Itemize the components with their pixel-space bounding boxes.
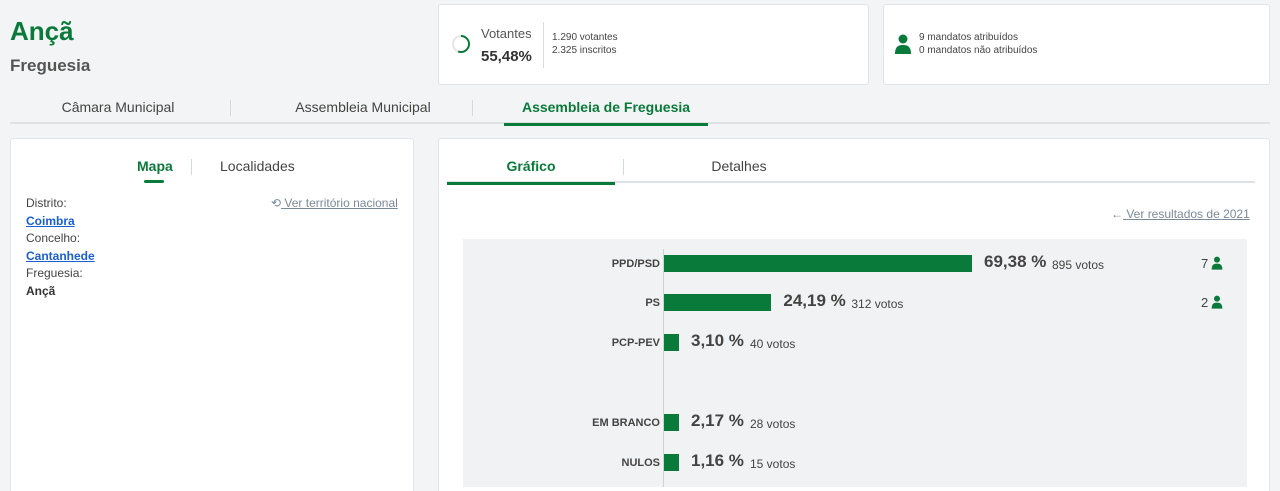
inscritos-count: 2.325 inscritos [552,45,617,56]
tab-grafico[interactable]: Gráfico [447,153,615,185]
election-tabs: Câmara Municipal Assembleia Municipal As… [10,96,1270,126]
votantes-card: Votantes 55,48% 1.290 votantes 2.325 ins… [438,4,869,85]
turnout-ring-icon [452,35,470,53]
result-percent: 2,17 % [691,411,744,430]
votantes-count: 1.290 votantes [552,32,618,43]
votantes-percent: 55,48% [481,48,532,65]
results-tabs: Gráfico Detalhes [447,153,1255,185]
tab-divider [191,159,192,175]
tab-localidades[interactable]: Localidades [220,158,295,174]
tab-divider [623,159,624,175]
tab-assembleia-freguesia[interactable]: Assembleia de Freguesia [504,96,708,126]
tab-divider [230,100,231,116]
undo-icon: ⟲ [271,196,282,210]
votantes-label: Votantes [481,26,532,41]
distrito-link[interactable]: Coimbra [26,214,75,228]
party-label: PPD/PSD [611,258,660,270]
mandatos-atribuidos: 9 mandatos atribuídos [919,32,1018,43]
page-subtitle: Freguesia [10,56,91,75]
results-panel: Gráfico Detalhes ← Ver resultados de 202… [438,138,1270,491]
result-bar [664,294,772,311]
chart-axis [663,249,664,487]
mandatos-count: 2 [1201,295,1209,310]
party-label: PS [645,297,660,309]
ver-territorio-link[interactable]: ⟲ Ver território nacional [271,196,398,210]
tab-mapa[interactable]: Mapa [137,158,173,174]
mandatos-card: 9 mandatos atribuídos 0 mandatos não atr… [883,4,1270,85]
ver-resultados-link[interactable]: ← Ver resultados de 2021 [1111,207,1250,221]
result-bar [664,414,679,431]
result-votes: 895 votos [1052,258,1105,272]
result-percent: 24,19 % [783,291,846,310]
party-label: NULOS [621,457,661,469]
result-votes: 28 votos [750,417,796,431]
result-votes: 312 votos [851,297,904,311]
tab-underline [144,180,164,183]
result-votes: 40 votos [750,337,796,351]
party-label: EM BRANCO [592,417,660,429]
results-chart: PPD/PSD 69,38 % 895 votos 7 PS 24,19 % 312 vot… [463,239,1247,487]
mandatos-count: 7 [1201,256,1209,271]
result-votes: 15 votos [750,457,796,471]
person-icon [1211,256,1223,270]
divider [543,22,544,68]
freguesia-value: Ançã [26,284,56,298]
concelho-label: Concelho: [26,231,81,245]
arrow-left-icon: ← [1111,207,1123,221]
page-title: Ançã [10,16,74,46]
tab-assembleia-municipal[interactable]: Assembleia Municipal [295,99,431,115]
tab-camara-municipal[interactable]: Câmara Municipal [61,99,175,115]
result-percent: 3,10 % [691,331,744,350]
person-icon [895,34,911,54]
concelho-link[interactable]: Cantanhede [26,249,95,263]
result-percent: 1,16 % [691,451,744,470]
mandatos-nao-atribuidos: 0 mandatos não atribuídos [919,45,1038,56]
freguesia-label: Freguesia: [26,266,83,280]
distrito-label: Distrito: [26,196,67,210]
result-bar [664,454,679,471]
result-percent: 69,38 % [984,252,1047,271]
tab-divider [472,100,473,116]
party-label: PCP-PEV [611,337,660,349]
result-bar [664,255,972,272]
location-panel: Mapa Localidades ⟲ Ver território nacion… [10,138,414,491]
result-bar [664,334,679,351]
tab-detalhes[interactable]: Detalhes [711,158,767,174]
person-icon [1211,295,1223,309]
